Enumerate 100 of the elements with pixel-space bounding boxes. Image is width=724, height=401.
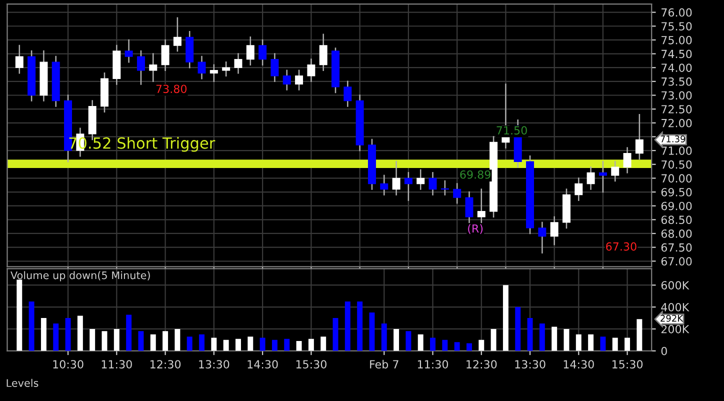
bar	[223, 340, 229, 351]
x-tick-label: 11:30	[418, 360, 448, 369]
y-tick-label: 67.50	[661, 243, 692, 252]
bar	[186, 336, 192, 351]
bar	[28, 302, 34, 351]
candlestick	[392, 160, 400, 196]
bar	[284, 338, 290, 351]
y-tick-label: 73.00	[662, 91, 692, 100]
text: 292K	[660, 314, 684, 322]
bar	[454, 342, 460, 351]
candlestick	[307, 58, 316, 82]
bar	[150, 334, 156, 351]
candlestick	[282, 70, 291, 90]
bar	[478, 340, 484, 351]
candlestick	[210, 64, 218, 82]
bar	[77, 316, 83, 351]
candlestick	[380, 174, 388, 196]
y-tick-label: 72.50	[662, 105, 692, 114]
bar	[53, 323, 59, 351]
y-tick-label: 200K	[661, 324, 690, 334]
bar	[381, 323, 387, 351]
candlestick	[319, 34, 328, 71]
bar	[102, 331, 108, 351]
bar	[332, 318, 338, 351]
candlestick	[611, 160, 620, 182]
bar	[320, 336, 326, 351]
bar	[394, 328, 400, 351]
bar	[16, 280, 22, 351]
bar	[138, 331, 144, 351]
candlestick	[173, 17, 182, 52]
candlestick	[15, 44, 24, 74]
candlestick	[574, 178, 583, 201]
candlestick	[270, 53, 279, 82]
x-tick-label: 12:30	[466, 360, 497, 369]
candlestick	[161, 39, 170, 71]
bar	[248, 336, 254, 351]
bar	[624, 338, 630, 351]
candlestick	[453, 183, 462, 204]
annotation: 73.80	[156, 84, 187, 94]
bar	[490, 328, 496, 351]
y-tick-label: 400K	[661, 303, 690, 312]
y-tick-label: 68.00	[661, 229, 692, 238]
y-tick-label: 74.00	[662, 64, 692, 72]
y-tick-label: 73.50	[662, 77, 692, 86]
text: 71.39	[660, 136, 686, 142]
bar	[442, 340, 448, 351]
bar	[515, 307, 521, 351]
candlestick	[586, 166, 595, 190]
x-tick-label: Feb 7	[370, 360, 398, 369]
bar	[466, 343, 472, 351]
y-tick-label: 69.50	[661, 188, 692, 196]
bar	[90, 328, 96, 351]
bar	[357, 302, 363, 351]
candlestick	[465, 191, 474, 224]
y-tick-label: 71.00	[662, 146, 692, 155]
candlestick	[404, 172, 412, 201]
y-tick-label: 75.00	[662, 36, 692, 44]
candlestick	[598, 160, 607, 193]
y-tick-label: 69.00	[661, 202, 692, 210]
bar	[308, 338, 314, 351]
bar	[369, 312, 375, 351]
bar	[418, 334, 424, 351]
candlestick	[198, 56, 206, 80]
bar	[126, 314, 132, 351]
candlestick	[234, 53, 242, 74]
chart-title: Volume up down(5 Minute)	[10, 271, 150, 282]
bar	[114, 328, 120, 351]
candlestick	[258, 39, 267, 66]
bar	[174, 328, 180, 351]
bar	[612, 338, 618, 351]
y-tick-label: 67.00	[661, 257, 692, 266]
bar	[236, 338, 241, 351]
y-tick-label: 70.50	[662, 160, 692, 169]
y-tick-label: 75.50	[662, 22, 692, 31]
y-tick-label: 600K	[661, 281, 690, 290]
text: Levels	[6, 378, 38, 387]
bar	[636, 319, 642, 351]
candlestick	[538, 222, 546, 254]
bar	[260, 338, 266, 351]
y-tick-label: 68.50	[661, 216, 692, 224]
x-tick-label: 14:30	[248, 360, 278, 369]
bar	[40, 318, 46, 351]
x-tick-label: 10:30	[53, 360, 84, 369]
x-tick-label: 15:30	[296, 360, 326, 369]
candlestick	[246, 36, 254, 66]
bar	[199, 334, 204, 351]
bar	[296, 341, 302, 351]
candlestick	[635, 114, 644, 160]
annotation: 69.89	[460, 170, 490, 179]
candlestick	[550, 216, 558, 246]
bar	[552, 326, 558, 351]
bar	[162, 331, 168, 351]
candlestick	[428, 172, 437, 196]
bar	[211, 338, 217, 351]
y-tick-label: 76.00	[662, 8, 692, 17]
candlestick	[124, 39, 133, 63]
y-tick-label: 72.00	[662, 118, 692, 128]
candlestick	[136, 50, 145, 85]
bar	[430, 338, 436, 351]
x-tick-label: 13:30	[199, 360, 230, 369]
